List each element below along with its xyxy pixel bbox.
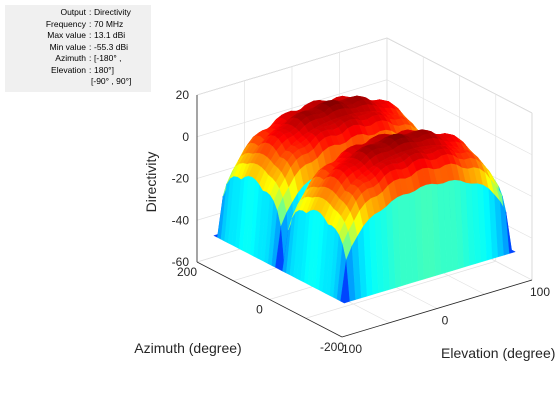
info-row: [-90° , 90°] [5, 76, 151, 87]
info-value: Directivity [94, 7, 131, 17]
y-tick-label: -200 [320, 340, 344, 354]
info-separator: : [89, 7, 92, 17]
info-separator: : [89, 18, 92, 29]
info-row: Azimuth: [-180° , [5, 53, 151, 64]
info-key: Elevation [51, 64, 86, 75]
info-value: [-180° , [94, 53, 122, 63]
axes-front-edges [196, 95, 533, 338]
surface-patch [505, 211, 516, 254]
y-tick-label: 0 [256, 303, 263, 317]
y-tick-label: 200 [177, 265, 197, 279]
info-value: -55.3 dBi [94, 41, 129, 52]
info-row: Frequency:70 MHz [5, 19, 151, 30]
info-value: 180°] [94, 64, 114, 75]
grid-line [196, 37, 388, 96]
info-separator: : [89, 53, 92, 63]
z-axis-title: Directivity [143, 152, 159, 213]
x-tick-label: -100 [338, 342, 362, 356]
x-tick-label: 100 [530, 285, 550, 299]
x-tick-label: 0 [442, 314, 449, 328]
info-separator: : [89, 64, 92, 75]
info-key: Azimuth [55, 53, 86, 63]
y-axis-title: Azimuth (degree) [134, 340, 241, 356]
info-row: Elevation:180°] [5, 65, 151, 76]
z-tick-label: -20 [172, 172, 190, 186]
info-separator: : [89, 41, 92, 52]
grid-line [386, 79, 533, 156]
info-value: 70 MHz [94, 18, 124, 29]
info-panel: Output: Directivity Frequency:70 MHz Max va… [5, 5, 151, 92]
z-tick-label: -40 [172, 213, 190, 227]
info-row: Output: Directivity [5, 7, 151, 18]
info-key: Max value [47, 30, 86, 40]
info-row: Min value: -55.3 dBi [5, 42, 151, 53]
z-tick-label: 20 [176, 88, 190, 102]
x-axis-title: Elevation (degree) [441, 345, 555, 361]
info-separator: : [89, 30, 92, 40]
info-value: 13.1 dBi [94, 30, 126, 40]
info-key: Min value [49, 41, 86, 52]
z-tick-label: 0 [182, 130, 189, 144]
directivity-surface [213, 95, 516, 304]
grid-line [196, 79, 388, 138]
x-axis-line [341, 279, 533, 338]
info-row: Max value:13.1 dBi [5, 30, 151, 41]
grid-line [305, 260, 496, 319]
info-key: Frequency [45, 18, 86, 29]
grid-line [386, 37, 533, 114]
z-tick-label: -60 [172, 255, 190, 269]
info-key: Output [60, 7, 86, 17]
y-axis-line [196, 261, 343, 338]
info-value: [-90° , 90°] [91, 76, 132, 86]
